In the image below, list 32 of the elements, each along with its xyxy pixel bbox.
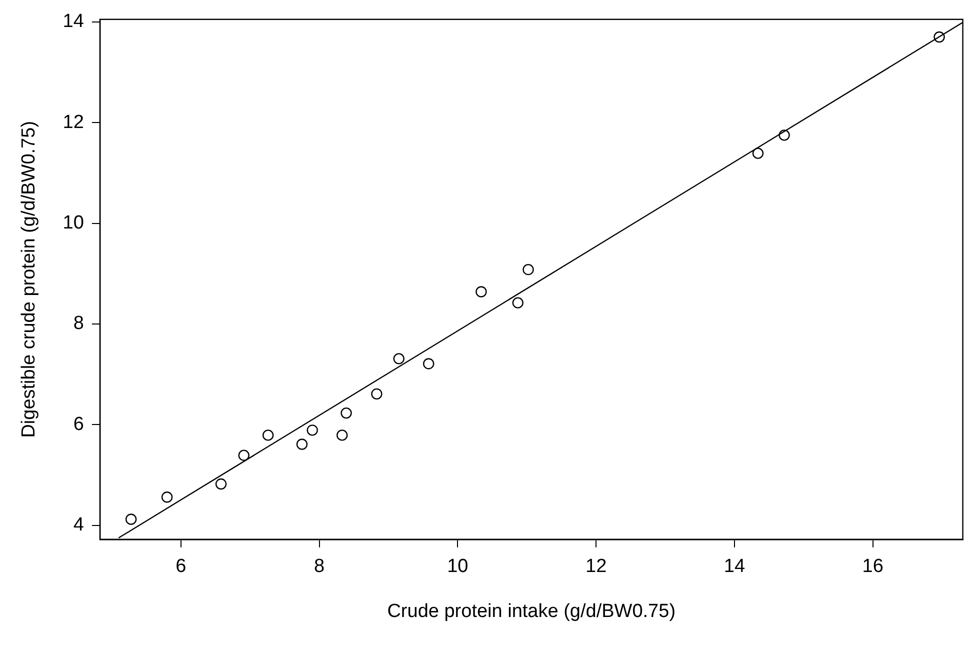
x-tick-label: 6 xyxy=(176,556,186,578)
point xyxy=(340,407,352,419)
point xyxy=(371,388,382,400)
y-tick-label: 12 xyxy=(62,112,84,133)
point xyxy=(161,492,173,503)
point xyxy=(262,430,274,441)
y-tick-label: 8 xyxy=(73,313,84,334)
point xyxy=(336,430,348,441)
x-tick-label: 8 xyxy=(314,556,325,578)
point xyxy=(215,478,227,490)
point xyxy=(393,353,404,364)
x-axis-title: Crude protein intake (g/d/BW0.75) xyxy=(387,600,676,622)
point xyxy=(125,514,137,525)
x-tick-label: 14 xyxy=(724,556,746,578)
point xyxy=(512,297,524,308)
point xyxy=(238,450,250,461)
y-axis-title: Digestible crude protein (g/d/BW0.75) xyxy=(18,120,40,438)
point xyxy=(752,148,764,159)
x-tick-label: 10 xyxy=(447,556,468,578)
point xyxy=(476,286,487,298)
point xyxy=(306,424,318,436)
y-tick-label: 14 xyxy=(62,11,84,32)
x-tick-label: 16 xyxy=(862,556,884,578)
x-tick-label: 12 xyxy=(585,556,607,578)
y-tick-label: 6 xyxy=(73,414,84,435)
point xyxy=(934,31,945,43)
point xyxy=(296,438,308,450)
y-tick-label: 4 xyxy=(73,514,84,536)
y-tick-label: 10 xyxy=(62,212,84,234)
point xyxy=(423,358,434,370)
point xyxy=(522,264,534,276)
point xyxy=(778,130,790,141)
